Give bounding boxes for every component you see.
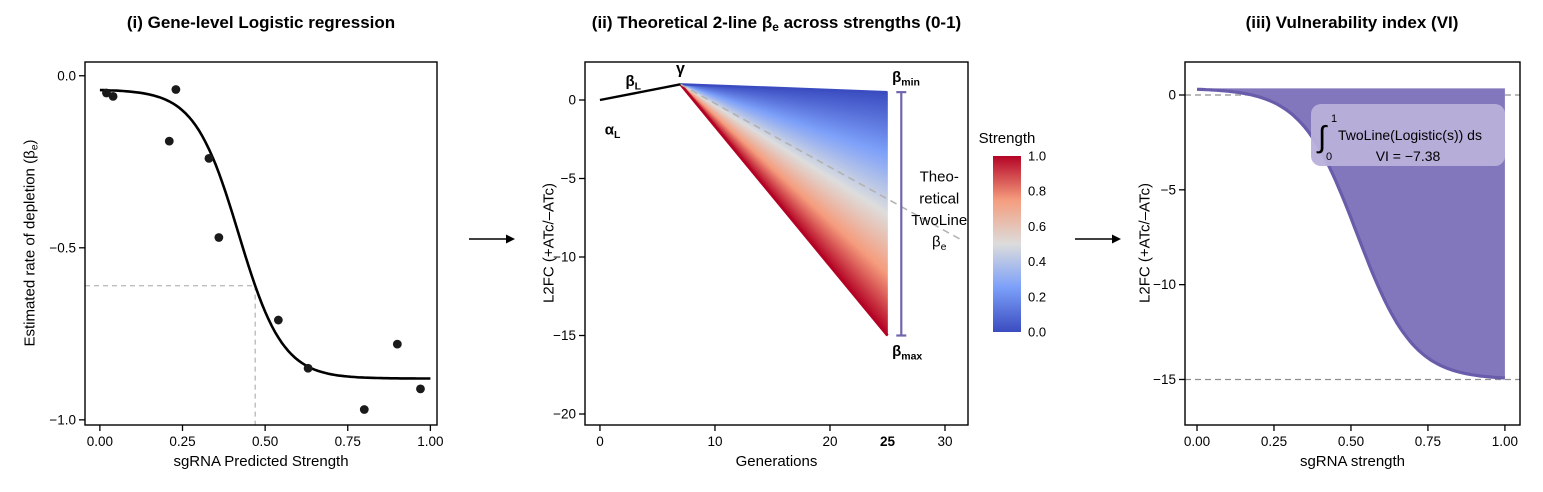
svg-text:βmin: βmin: [892, 69, 920, 89]
panel-iii-xlabel: sgRNA strength: [1299, 453, 1406, 470]
svg-text:1: 1: [1331, 113, 1337, 125]
svg-text:10: 10: [707, 434, 722, 449]
svg-text:−15: −15: [553, 328, 576, 343]
svg-text:−10: −10: [1153, 277, 1176, 292]
svg-text:0.8: 0.8: [1028, 184, 1046, 199]
svg-text:0.75: 0.75: [1415, 434, 1441, 449]
svg-text:βL: βL: [626, 73, 642, 93]
svg-text:0.75: 0.75: [335, 434, 361, 449]
svg-text:−5: −5: [561, 171, 576, 186]
panel-i-ylabel-post: ): [21, 139, 39, 145]
svg-text:30: 30: [937, 434, 952, 449]
svg-text:0.4: 0.4: [1028, 254, 1046, 269]
svg-text:γ: γ: [676, 60, 685, 77]
panel-vulnerability-index: 0.00 0.25 0.50 0.75 1.00 0 −5 −10 −15 ∫ 1 0 TwoLine(…: [1125, 0, 1543, 492]
svg-text:0.50: 0.50: [252, 434, 278, 449]
panel-i-ylabel-pre: Estimated rate of depletion (β: [21, 150, 39, 347]
svg-text:βe: βe: [932, 234, 947, 254]
svg-text:0.25: 0.25: [169, 434, 195, 449]
svg-text:retical: retical: [919, 190, 959, 207]
svg-text:0: 0: [1326, 151, 1332, 163]
panel-i-ylabel: Estimated rate of depletion (βe): [22, 139, 41, 346]
panel-i-ylabel-sub: e: [28, 144, 41, 151]
svg-text:−15: −15: [1153, 372, 1176, 387]
panel-logistic-regression: 0.00 0.25 0.50 0.75 1.00 0.0 −0.5 −1.0 (i) Gene…: [10, 0, 460, 492]
panel-ii-title-pre: (ii) Theoretical 2-line β: [591, 13, 773, 32]
panel-iii-title-text: (iii) Vulnerability index (VI): [1245, 13, 1459, 32]
panel-twoline-fan: γ βL αL βmin βmax Theo-retical TwoLine βe 0 10 20 3…: [525, 0, 1070, 492]
panel-i-title-text: (i) Gene-level Logistic regression: [126, 13, 396, 32]
svg-text:Strength: Strength: [979, 130, 1036, 147]
svg-text:1.00: 1.00: [417, 434, 443, 449]
panel-ii-xlabel: Generations: [735, 453, 818, 470]
logistic-regression-plot: 0.00 0.25 0.50 0.75 1.00 0.0 −0.5 −1.0: [49, 61, 444, 449]
svg-text:−1.0: −1.0: [49, 412, 76, 427]
panel-ii-ylabel: L2FC (+ATc/–ATc): [540, 183, 558, 303]
svg-text:−20: −20: [553, 407, 576, 422]
svg-text:0.6: 0.6: [1028, 219, 1046, 234]
svg-text:αL: αL: [605, 122, 621, 142]
panel-ii-title-post: across strengths (0-1): [778, 13, 962, 32]
svg-text:1.00: 1.00: [1492, 434, 1518, 449]
panel-i-title: (i) Gene-level Logistic regression: [36, 13, 486, 33]
svg-text:TwoLine(Logistic(s)) ds: TwoLine(Logistic(s)) ds: [1338, 127, 1482, 143]
svg-text:25: 25: [880, 434, 896, 449]
svg-text:Theo-: Theo-: [920, 169, 959, 186]
svg-text:0.0: 0.0: [57, 68, 76, 83]
arrow-1-icon: [468, 231, 516, 247]
svg-text:0.0: 0.0: [1028, 325, 1046, 340]
twoline-fan-plot: γ βL αL βmin βmax Theo-retical TwoLine βe 0 10 20 3…: [553, 60, 1046, 449]
svg-text:0: 0: [1168, 88, 1176, 103]
svg-text:0.00: 0.00: [1184, 434, 1210, 449]
panel-iii-ylabel: L2FC (+ATc/–ATc): [1136, 183, 1154, 303]
panel-ii-title: (ii) Theoretical 2-line βe across streng…: [504, 13, 1049, 34]
svg-text:βmax: βmax: [892, 343, 922, 363]
svg-text:∫: ∫: [1316, 121, 1328, 154]
svg-text:20: 20: [822, 434, 837, 449]
panel-i-xlabel: sgRNA Predicted Strength: [173, 453, 349, 470]
vulnerability-index-plot: 0.00 0.25 0.50 0.75 1.00 0 −5 −10 −15 ∫1 0 TwoLine(…: [1153, 61, 1521, 449]
svg-text:VI = −7.38: VI = −7.38: [1376, 148, 1441, 164]
svg-text:0: 0: [596, 434, 604, 449]
panel-ii-title-sub: e: [772, 19, 779, 34]
arrow-2-icon: [1074, 231, 1122, 247]
svg-text:−10: −10: [553, 250, 576, 265]
svg-text:−0.5: −0.5: [49, 240, 76, 255]
svg-text:0.50: 0.50: [1338, 434, 1364, 449]
svg-text:TwoLine: TwoLine: [911, 212, 967, 229]
svg-text:0.2: 0.2: [1028, 289, 1046, 304]
svg-text:1.0: 1.0: [1028, 149, 1046, 164]
svg-text:−5: −5: [1161, 182, 1176, 197]
svg-text:0.25: 0.25: [1261, 434, 1287, 449]
panel-iii-title: (iii) Vulnerability index (VI): [1143, 13, 1543, 33]
svg-text:0: 0: [568, 92, 576, 107]
svg-text:0.00: 0.00: [87, 434, 113, 449]
